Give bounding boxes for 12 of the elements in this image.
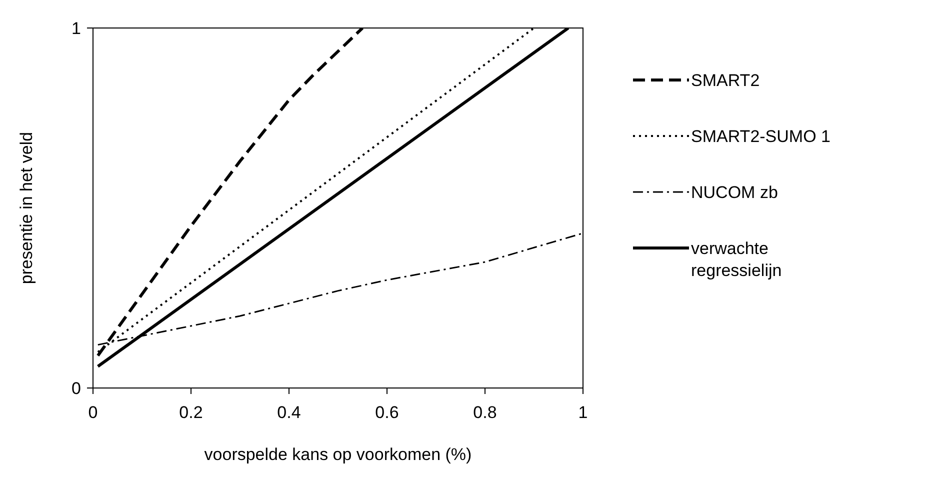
legend-label: verwachte regressielijn [691,238,783,282]
legend-label: SMART2-SUMO 1 [691,126,830,148]
x-axis-title: voorspelde kans op voorkomen (%) [204,445,472,464]
legend-label: SMART2 [691,70,760,92]
x-tick-label: 1 [578,403,588,422]
x-tick-label: 0.6 [375,403,399,422]
x-tick-label: 0.8 [473,403,497,422]
legend-label: NUCOM zb [691,182,778,204]
x-tick-label: 0.2 [179,403,203,422]
x-tick-label: 0 [88,403,98,422]
x-tick-label: 0.4 [277,403,301,422]
y-axis-title: presentie in het veld [17,132,36,284]
